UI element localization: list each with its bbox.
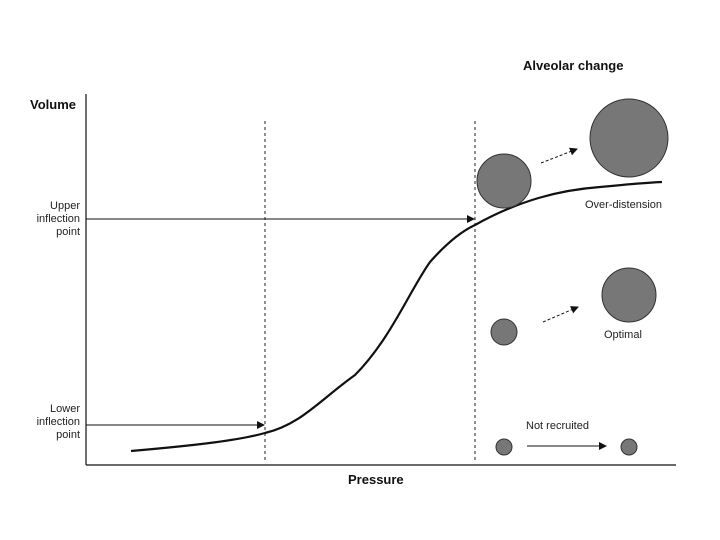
upper-inflection-line-1: Upper xyxy=(50,200,80,212)
alveolus-not-recruited-before xyxy=(495,438,513,456)
x-axis-label: Pressure xyxy=(348,472,404,487)
upper-inflection-line-2: inflection xyxy=(36,213,80,225)
alveolus-optimal-after xyxy=(601,267,657,323)
over-distension-arrow xyxy=(540,147,578,164)
upper-inflection-label: Upper inflection point xyxy=(10,200,80,239)
alveolus-optimal-before xyxy=(490,318,518,346)
optimal-arrow xyxy=(542,306,579,323)
alveolus-over-distension-after xyxy=(589,98,669,178)
over-distension-label: Over-distension xyxy=(585,199,663,211)
optimal-label: Optimal xyxy=(604,329,642,341)
diagram-title: Alveolar change xyxy=(523,58,624,73)
lower-inflection-line-1: Lower xyxy=(50,403,80,415)
lower-inflection-line-2: inflection xyxy=(36,416,80,428)
pressure-volume-curve xyxy=(130,180,663,453)
alveolus-not-recruited-after xyxy=(620,438,638,456)
not-recruited-label: Not recruited xyxy=(526,420,589,432)
y-axis-label: Volume xyxy=(30,97,76,112)
lower-inflection-line-3: point xyxy=(56,429,80,441)
alveolus-over-distension-before xyxy=(476,153,532,209)
lower-inflection-label: Lower inflection point xyxy=(10,403,80,442)
upper-inflection-line-3: point xyxy=(56,226,80,238)
